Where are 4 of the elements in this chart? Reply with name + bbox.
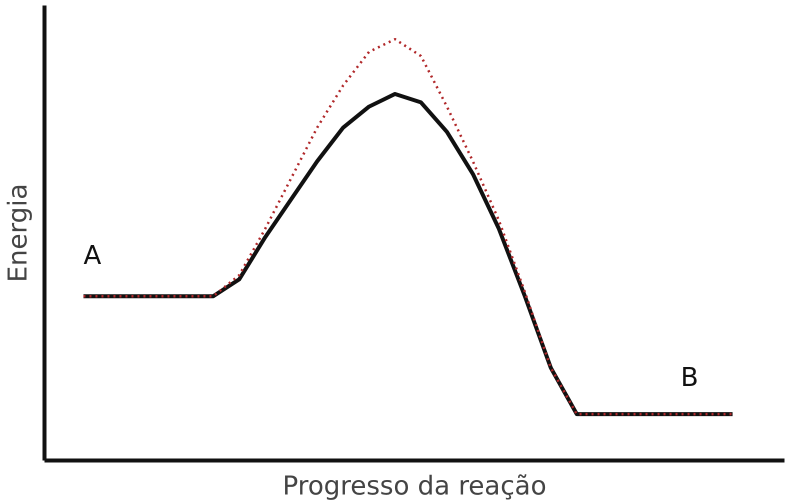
annotation: B — [680, 363, 698, 394]
x-axis-title: Progresso da reação — [282, 472, 547, 502]
annotation: A — [83, 240, 102, 271]
y-axis-title: Energia — [4, 184, 34, 282]
